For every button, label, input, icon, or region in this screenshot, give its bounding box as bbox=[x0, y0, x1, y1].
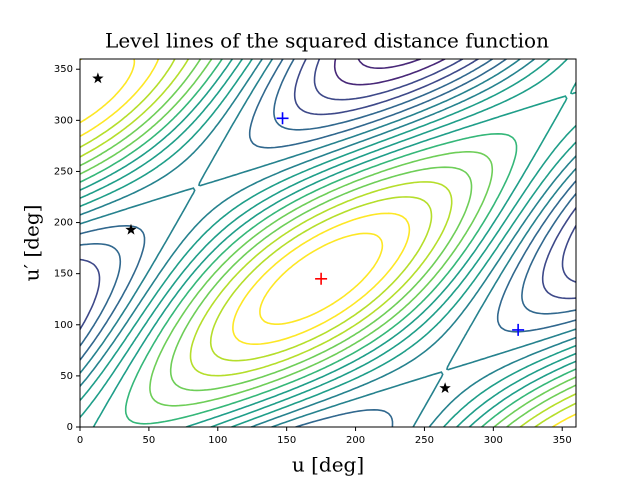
y-tick-label: 200 bbox=[54, 218, 73, 229]
contour-line bbox=[80, 59, 576, 427]
contour-line bbox=[80, 59, 576, 427]
star-marker bbox=[125, 223, 137, 235]
plus-marker bbox=[276, 112, 289, 125]
y-tick-label: 350 bbox=[54, 64, 73, 75]
contour-line bbox=[333, 59, 446, 86]
contour-line bbox=[80, 59, 576, 427]
plot-frame bbox=[79, 58, 577, 428]
y-tick-label: 250 bbox=[54, 166, 73, 177]
x-tick-label: 200 bbox=[346, 435, 365, 446]
contour-line bbox=[80, 59, 576, 427]
x-tick-label: 0 bbox=[77, 435, 83, 446]
x-tick-label: 250 bbox=[415, 435, 434, 446]
contours bbox=[80, 59, 576, 427]
x-tick-label: 100 bbox=[208, 435, 227, 446]
chart-title: Level lines of the squared distance func… bbox=[105, 29, 549, 53]
contour-line bbox=[80, 59, 576, 427]
star-marker bbox=[92, 72, 104, 84]
y-tick-label: 150 bbox=[54, 269, 73, 280]
x-tick-label: 50 bbox=[143, 435, 156, 446]
star-marker bbox=[439, 382, 451, 393]
contour-line bbox=[80, 59, 384, 325]
contour-line bbox=[357, 59, 422, 69]
x-tick-label: 300 bbox=[484, 435, 503, 446]
contour-line bbox=[80, 59, 576, 427]
x-tick-label: 350 bbox=[553, 435, 572, 446]
contour-line bbox=[313, 59, 576, 283]
x-axis-label: u [deg] bbox=[292, 453, 364, 477]
contour-line bbox=[80, 59, 576, 427]
plus-marker bbox=[512, 323, 525, 336]
y-axis-label: u′ [deg] bbox=[20, 205, 44, 282]
plus-marker bbox=[315, 272, 328, 285]
contour-line bbox=[80, 59, 576, 331]
y-tick-label: 50 bbox=[60, 371, 73, 382]
contour-line bbox=[80, 59, 576, 427]
y-tick-label: 100 bbox=[54, 320, 73, 331]
x-tick-label: 150 bbox=[277, 435, 296, 446]
y-tick-label: 0 bbox=[67, 422, 73, 433]
y-tick-label: 300 bbox=[54, 115, 73, 126]
